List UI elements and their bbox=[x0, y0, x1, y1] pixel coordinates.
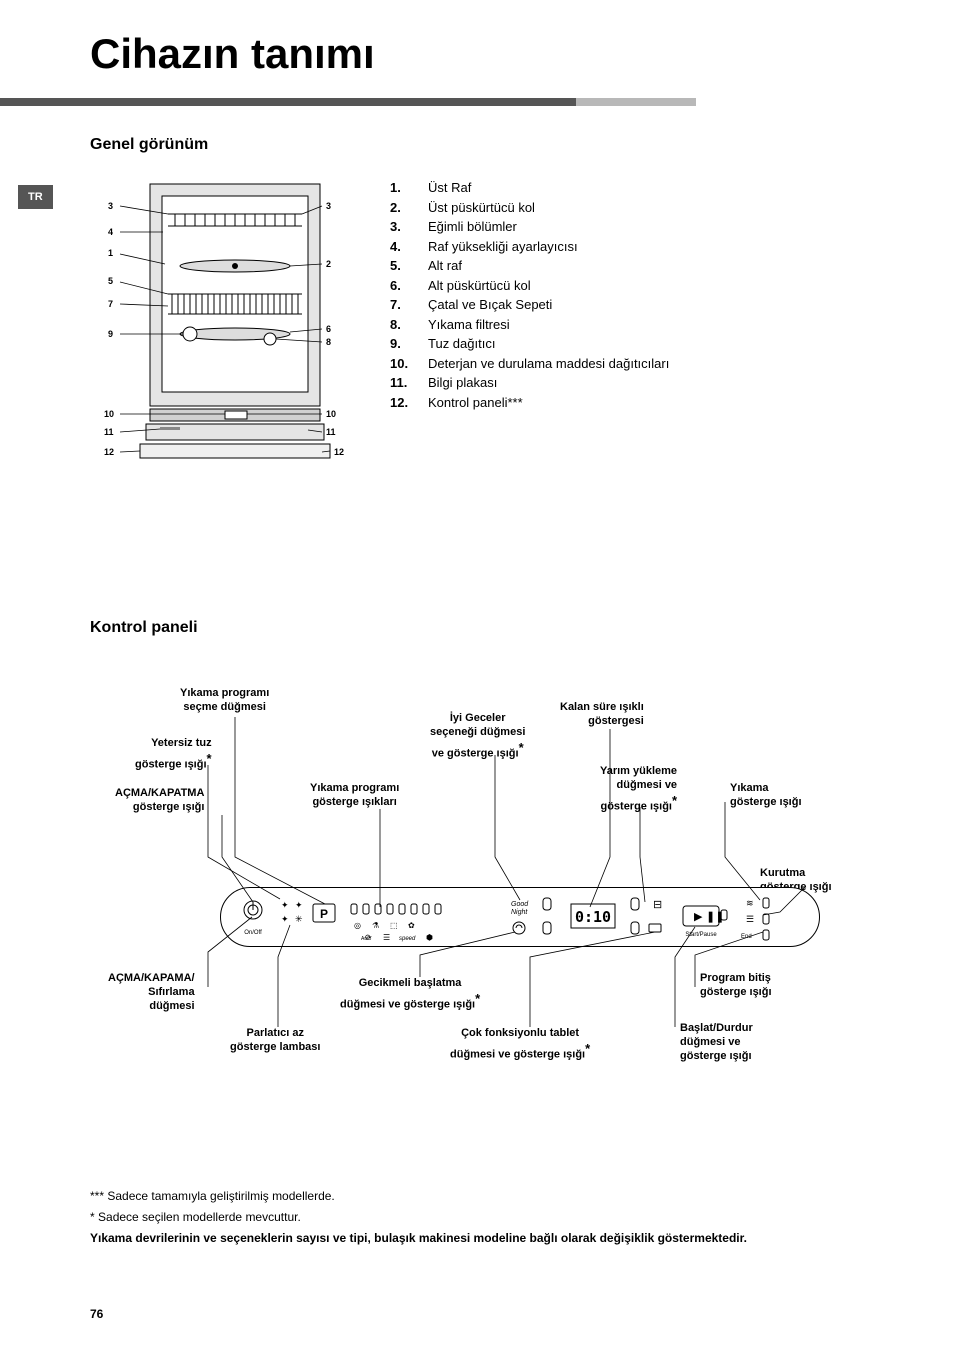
page-title: Cihazın tanımı bbox=[0, 0, 954, 98]
part-num: 5. bbox=[390, 256, 414, 276]
svg-text:End: End bbox=[741, 934, 752, 940]
part-label: Alt püskürtücü kol bbox=[428, 276, 531, 296]
svg-text:P: P bbox=[320, 907, 328, 921]
label-end-light: Program bitişgösterge ışığı bbox=[700, 972, 772, 1000]
part-label: Bilgi plakası bbox=[428, 373, 497, 393]
part-num: 6. bbox=[390, 276, 414, 296]
svg-text:10: 10 bbox=[104, 409, 114, 419]
svg-text:3: 3 bbox=[326, 201, 331, 211]
label-low-salt: Yetersiz tuzgösterge ışığı* bbox=[135, 737, 212, 772]
label-onoff-reset: AÇMA/KAPAMA/Sıfırlamadüğmesi bbox=[108, 972, 195, 1013]
svg-text:✿: ✿ bbox=[408, 921, 415, 930]
label-delayed-start: Gecikmeli başlatmadüğmesi ve gösterge ış… bbox=[340, 977, 480, 1012]
svg-text:⚗: ⚗ bbox=[372, 921, 379, 930]
part-num: 12. bbox=[390, 393, 414, 413]
svg-text:✦: ✦ bbox=[295, 900, 303, 910]
language-tab: TR bbox=[18, 185, 53, 209]
label-start-pause: Başlat/Durdurdüğmesi vegösterge ışığı bbox=[680, 1022, 753, 1063]
svg-text:Night: Night bbox=[511, 909, 528, 916]
svg-text:0:10: 0:10 bbox=[575, 908, 611, 926]
footnote-3: Yıkama devrilerinin ve seçeneklerin sayı… bbox=[90, 1229, 894, 1248]
part-num: 7. bbox=[390, 295, 414, 315]
part-num: 9. bbox=[390, 334, 414, 354]
svg-text:✦: ✦ bbox=[281, 914, 289, 924]
part-num: 10. bbox=[390, 354, 414, 374]
part-label: Eğimli bölümler bbox=[428, 217, 517, 237]
svg-text:⬢: ⬢ bbox=[426, 933, 433, 942]
footnotes: *** Sadece tamamıyla geliştirilmiş model… bbox=[90, 1187, 894, 1249]
svg-text:Auto: Auto bbox=[361, 936, 372, 942]
svg-text:10: 10 bbox=[326, 409, 336, 419]
part-label: Kontrol paneli*** bbox=[428, 393, 523, 413]
part-num: 8. bbox=[390, 315, 414, 335]
part-label: Alt raf bbox=[428, 256, 462, 276]
part-num: 11. bbox=[390, 373, 414, 393]
svg-text:speed: speed bbox=[399, 936, 416, 942]
svg-text:12: 12 bbox=[104, 447, 114, 457]
svg-text:Good: Good bbox=[511, 901, 529, 908]
svg-text:11: 11 bbox=[326, 427, 336, 437]
part-num: 2. bbox=[390, 198, 414, 218]
svg-text:☰: ☰ bbox=[746, 914, 754, 924]
svg-text:▶: ▶ bbox=[694, 911, 703, 923]
svg-text:⊟: ⊟ bbox=[653, 899, 662, 911]
label-onoff-light: AÇMA/KAPATMAgösterge ışığı bbox=[115, 787, 204, 815]
svg-text:7: 7 bbox=[108, 299, 113, 309]
svg-text:◎: ◎ bbox=[354, 921, 361, 930]
dishwasher-diagram: 3 3 4 1 2 5 7 9 6 8 10 10 11 11 12 12 bbox=[90, 174, 350, 499]
part-label: Yıkama filtresi bbox=[428, 315, 510, 335]
control-panel-device: On/Off ✦ ✦ ✦ ✳ P bbox=[220, 887, 820, 947]
svg-text:⬚: ⬚ bbox=[390, 921, 398, 930]
svg-text:2: 2 bbox=[326, 259, 331, 269]
overview-heading: Genel görünüm bbox=[90, 136, 894, 154]
svg-text:❚❚: ❚❚ bbox=[706, 911, 724, 923]
svg-text:4: 4 bbox=[108, 227, 113, 237]
svg-text:✦: ✦ bbox=[281, 900, 289, 910]
control-heading: Kontrol paneli bbox=[90, 619, 894, 637]
svg-text:6: 6 bbox=[326, 324, 331, 334]
svg-text:12: 12 bbox=[334, 447, 344, 457]
onoff-label: On/Off bbox=[244, 930, 262, 936]
svg-text:9: 9 bbox=[108, 329, 113, 339]
label-wash-light: Yıkamagösterge ışığı bbox=[730, 782, 802, 810]
svg-text:3: 3 bbox=[108, 201, 113, 211]
svg-text:8: 8 bbox=[326, 337, 331, 347]
svg-text:Start/Pause: Start/Pause bbox=[685, 932, 717, 938]
part-label: Üst Raf bbox=[428, 178, 471, 198]
svg-text:1: 1 bbox=[108, 248, 113, 258]
part-label: Tuz dağıtıcı bbox=[428, 334, 495, 354]
svg-text:5: 5 bbox=[108, 276, 113, 286]
part-num: 3. bbox=[390, 217, 414, 237]
part-label: Çatal ve Bıçak Sepeti bbox=[428, 295, 552, 315]
part-label: Raf yüksekliği ayarlayıcısı bbox=[428, 237, 578, 257]
footnote-2: Sadece seçilen modellerde mevcuttur. bbox=[98, 1210, 301, 1224]
part-num: 4. bbox=[390, 237, 414, 257]
part-label: Deterjan ve durulama maddesi dağıtıcılar… bbox=[428, 354, 669, 374]
label-rinse-low: Parlatıcı azgösterge lambası bbox=[230, 1027, 320, 1055]
part-num: 1. bbox=[390, 178, 414, 198]
svg-text:☰: ☰ bbox=[383, 933, 390, 942]
label-half-load: Yarım yüklemedüğmesi vegösterge ışığı* bbox=[600, 765, 677, 814]
parts-list: 1. Üst Raf 2. Üst püskürtücü kol 3. Eğimli … bbox=[390, 174, 894, 412]
svg-text:11: 11 bbox=[104, 427, 114, 437]
label-program-lights: Yıkama programıgösterge ışıkları bbox=[310, 782, 399, 810]
page-number: 76 bbox=[90, 1307, 103, 1321]
footnote-1: Sadece tamamıyla geliştirilmiş modellerd… bbox=[107, 1189, 334, 1203]
svg-text:✳: ✳ bbox=[295, 914, 303, 924]
control-panel-diagram: Yıkama programıseçme düğmesi Yetersiz tu… bbox=[80, 687, 880, 1117]
part-label: Üst püskürtücü kol bbox=[428, 198, 535, 218]
label-program-select: Yıkama programıseçme düğmesi bbox=[180, 687, 269, 715]
label-multi-tablet: Çok fonksiyonlu tabletdüğmesi ve gösterg… bbox=[450, 1027, 590, 1062]
svg-text:≋: ≋ bbox=[746, 898, 754, 908]
header-divider bbox=[0, 98, 954, 106]
label-time-remaining: Kalan süre ışıklıgöstergesi bbox=[560, 701, 644, 729]
label-good-night: İyi Gecelerseçeneği düğmesive gösterge ı… bbox=[430, 712, 525, 761]
